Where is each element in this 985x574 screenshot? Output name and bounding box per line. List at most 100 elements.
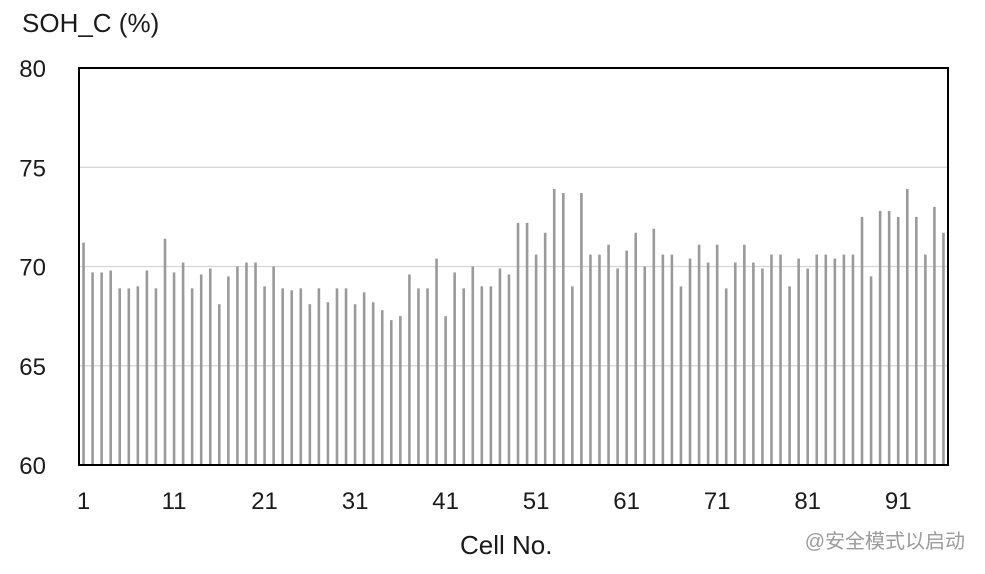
bar [589, 254, 592, 465]
bar [371, 302, 375, 465]
bar [172, 272, 176, 465]
bar [752, 262, 755, 465]
bar [905, 189, 909, 465]
x-tick-label: 71 [704, 488, 731, 515]
bar [652, 228, 656, 465]
bar [534, 254, 538, 465]
bar [942, 232, 945, 465]
bar [353, 304, 357, 465]
bars [82, 189, 945, 466]
bar [263, 286, 266, 465]
bar [833, 258, 837, 465]
bar [743, 244, 746, 465]
x-tick-label: 21 [251, 488, 278, 515]
x-tick-labels: 1 11 21 31 41 51 61 71 81 91 [77, 488, 912, 515]
watermark-text: @安全模式以启动 [804, 531, 965, 553]
bar [688, 258, 692, 465]
bar [552, 189, 556, 465]
bar [643, 266, 647, 465]
bar [272, 266, 275, 465]
x-axis-label: Cell No. [460, 530, 553, 560]
y-tick-label: 80 [19, 56, 46, 83]
bar [335, 288, 339, 465]
bar [498, 268, 502, 465]
bar [208, 268, 212, 465]
x-tick-label: 31 [342, 488, 369, 515]
bar [190, 288, 194, 465]
bar [860, 216, 864, 466]
bar [417, 288, 420, 465]
bar [82, 242, 85, 465]
y-axis-label: SOH_C (%) [22, 8, 160, 38]
bar [489, 286, 493, 465]
bar [480, 286, 484, 465]
bar [380, 310, 384, 465]
y-tick-label: 70 [19, 255, 46, 282]
bar [91, 272, 94, 465]
bar [924, 254, 927, 465]
bar [344, 288, 348, 465]
bar [670, 254, 674, 465]
bar [607, 244, 610, 465]
x-tick-label: 61 [613, 488, 640, 515]
bar [571, 286, 574, 465]
x-tick-label: 41 [432, 488, 459, 515]
bar [770, 254, 773, 465]
bar [933, 206, 936, 465]
x-tick-label: 91 [885, 488, 912, 515]
bar [127, 288, 131, 465]
bar [525, 222, 529, 465]
bar [281, 288, 284, 465]
bar [181, 262, 185, 465]
bar [254, 262, 257, 465]
bar [227, 276, 230, 465]
bar [290, 290, 294, 465]
bar [199, 274, 203, 465]
bar [580, 193, 583, 466]
bar [616, 268, 619, 465]
bar [100, 272, 103, 465]
y-tick-label: 65 [19, 354, 46, 381]
bar [154, 288, 158, 465]
bar [236, 266, 239, 465]
bar [715, 244, 719, 465]
bar [145, 270, 149, 465]
bar [109, 270, 112, 465]
bar [426, 288, 429, 465]
bar [733, 262, 737, 465]
bar [136, 286, 140, 465]
bar [724, 288, 728, 465]
bar [779, 254, 782, 465]
bar [543, 232, 547, 465]
bar [362, 292, 366, 465]
bar [896, 216, 900, 466]
bar [842, 254, 846, 465]
bar [797, 258, 800, 465]
bar [679, 286, 683, 465]
bar [163, 238, 167, 465]
x-tick-label: 1 [77, 488, 90, 515]
bar [788, 286, 791, 465]
plot-frame [78, 67, 949, 466]
bar [317, 288, 321, 465]
bar [453, 272, 456, 465]
bar [561, 193, 565, 466]
x-tick-label: 51 [523, 488, 550, 515]
bar [761, 268, 764, 465]
bar [815, 254, 819, 465]
bar [444, 316, 447, 466]
bar [399, 316, 402, 466]
bar [245, 262, 248, 465]
bar [598, 254, 601, 465]
bar [625, 250, 628, 465]
bar [299, 288, 303, 465]
bar [326, 302, 330, 465]
bar [118, 288, 122, 465]
bar [878, 210, 882, 465]
bar [706, 262, 710, 465]
bar [471, 266, 475, 465]
gridlines [79, 166, 948, 367]
bar [915, 216, 918, 466]
bar [308, 304, 312, 465]
